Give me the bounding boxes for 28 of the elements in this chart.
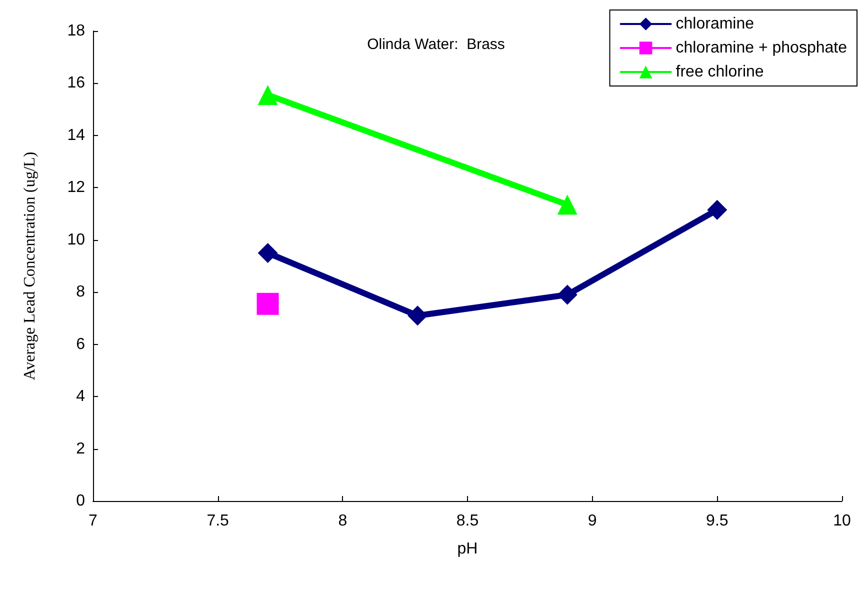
x-tick-label: 10: [833, 512, 851, 530]
y-tick-label: 0: [76, 492, 86, 510]
point: [707, 200, 728, 220]
point: [258, 242, 278, 263]
y-tick-label: 14: [67, 126, 86, 144]
point: [557, 284, 578, 305]
legend-label: chloramine: [676, 16, 754, 32]
x-axis-title: pH: [457, 540, 478, 558]
point: [408, 306, 428, 326]
y-tick-label: 4: [76, 388, 86, 406]
y-tick-label: 16: [67, 74, 86, 92]
y-tick-label: 18: [67, 22, 86, 40]
legend-label: chloramine + phosphate: [676, 40, 848, 56]
x-tick-label: 9.5: [706, 512, 728, 530]
legend-label: free chlorine: [676, 64, 764, 80]
x-tick-label: 7: [88, 512, 98, 530]
y-tick-label: 2: [76, 440, 86, 458]
y-tick-label: 6: [76, 336, 86, 353]
y-tick-label: 8: [76, 284, 86, 301]
x-tick-label: 8.5: [456, 512, 479, 530]
x-tick-label: 7.5: [206, 512, 230, 530]
x-tick-label: 8: [338, 512, 348, 530]
x-tick-label: 9: [588, 512, 597, 530]
y-axis-title: Average Lead Concentration (ug/L): [22, 152, 38, 380]
chart-title: Olinda Water: Brass: [367, 36, 505, 53]
y-tick-label: 12: [67, 179, 86, 196]
point: [256, 292, 279, 315]
y-tick-label: 10: [67, 231, 86, 248]
